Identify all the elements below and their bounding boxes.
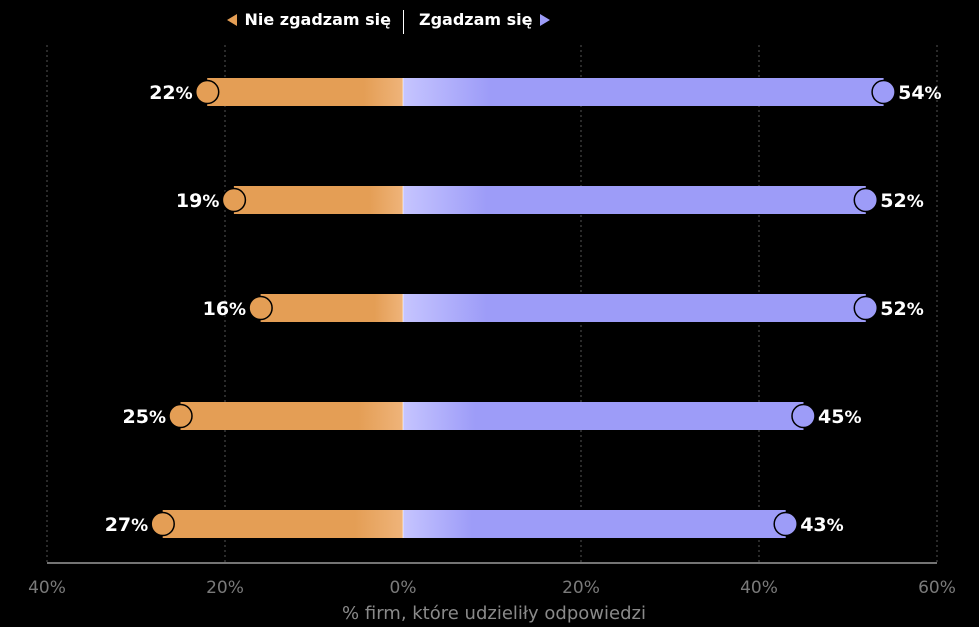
legend-disagree-label: Nie zgadzam się [244, 10, 391, 29]
disagree-value-label: 16% [203, 298, 247, 320]
agree-dot [853, 187, 879, 213]
disagree-value-label: 25% [123, 406, 167, 428]
disagree-value-label: 19% [176, 190, 220, 212]
agree-bar [403, 294, 866, 322]
disagree-dot [221, 187, 247, 213]
disagree-dot [168, 403, 193, 429]
agree-value-label: 54% [898, 82, 942, 104]
legend-agree: Zgadzam się [419, 10, 550, 29]
legend-disagree: Nie zgadzam się [227, 10, 391, 29]
agree-bar [403, 402, 804, 430]
agree-value-label: 43% [800, 514, 844, 536]
x-axis-title: % firm, które udzieliły odpowiedzi [342, 603, 646, 624]
x-tick-label: 40% [28, 578, 66, 598]
x-tick-label: 0% [390, 578, 417, 598]
agree-value-label: 45% [818, 406, 862, 428]
agree-bar [403, 186, 866, 214]
x-tick-label: 40% [740, 578, 778, 598]
x-tick-label: 20% [562, 578, 600, 598]
legend-agree-label: Zgadzam się [419, 10, 533, 29]
x-tick-label: 20% [206, 578, 244, 598]
disagree-bar [260, 294, 403, 322]
disagree-dot [194, 79, 220, 105]
agree-bar [403, 78, 884, 106]
agree-value-label: 52% [880, 190, 924, 212]
disagree-dot [248, 295, 273, 321]
triangle-left-icon [227, 13, 238, 26]
disagree-dot [150, 511, 175, 537]
agree-value-label: 52% [880, 298, 924, 320]
agree-bar [403, 510, 786, 538]
triangle-right-icon [539, 13, 550, 26]
legend-separator [403, 10, 404, 34]
legend: Nie zgadzam się Zgadzam się [0, 8, 979, 38]
agree-dot [853, 295, 879, 321]
disagree-bar [162, 510, 403, 538]
agree-dot [871, 79, 896, 105]
agree-dot [773, 511, 798, 537]
disagree-value-label: 22% [149, 82, 193, 104]
disagree-bar [233, 186, 403, 214]
disagree-bar [180, 402, 403, 430]
agree-dot [791, 403, 816, 429]
disagree-bar [207, 78, 403, 106]
disagree-value-label: 27% [105, 514, 149, 536]
x-tick-label: 60% [918, 578, 956, 598]
